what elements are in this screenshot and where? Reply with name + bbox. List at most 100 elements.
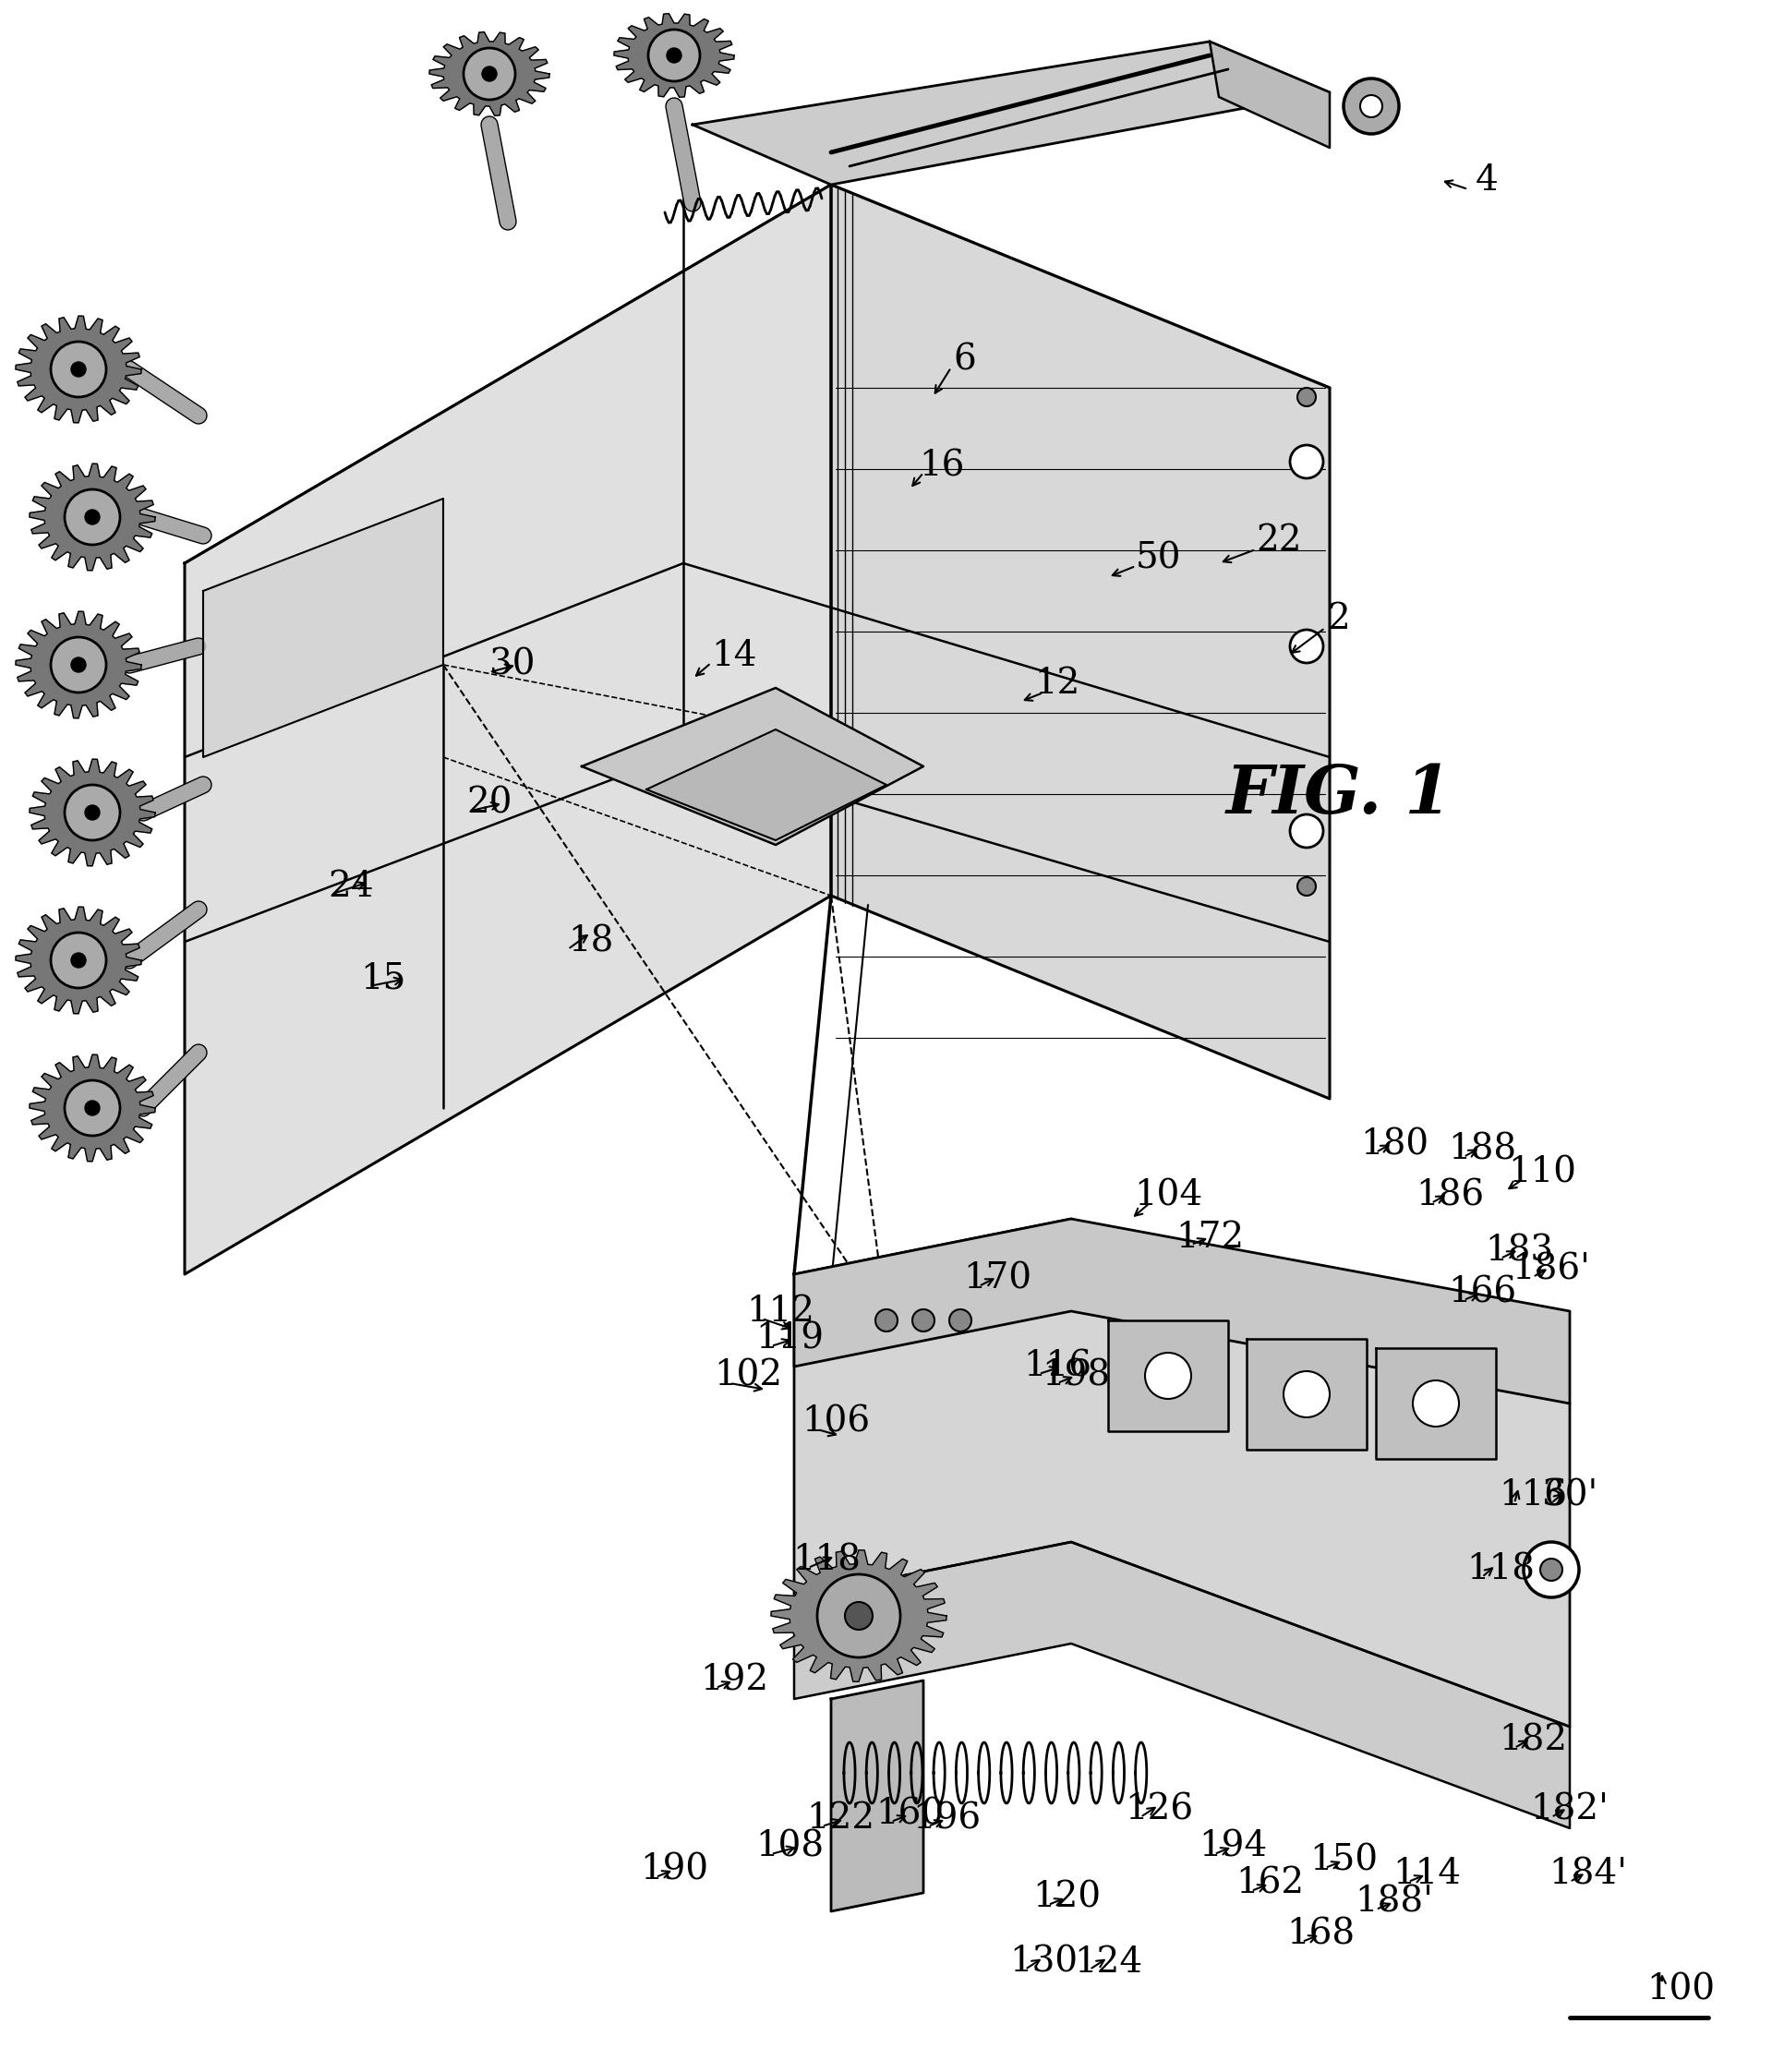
- Polygon shape: [1245, 1339, 1367, 1450]
- Text: 114: 114: [1392, 1857, 1459, 1892]
- Text: FIG. 1: FIG. 1: [1226, 760, 1450, 827]
- Text: 30': 30': [1541, 1479, 1597, 1513]
- Text: 186': 186': [1511, 1254, 1590, 1287]
- Text: 110: 110: [1507, 1156, 1575, 1189]
- Circle shape: [912, 1310, 935, 1332]
- Circle shape: [1144, 1353, 1190, 1399]
- Polygon shape: [1375, 1349, 1495, 1459]
- Text: 182': 182': [1531, 1792, 1607, 1828]
- Text: 126: 126: [1124, 1792, 1192, 1828]
- Polygon shape: [184, 184, 831, 1274]
- Circle shape: [64, 1080, 120, 1135]
- Polygon shape: [16, 908, 141, 1013]
- Text: 120: 120: [1031, 1881, 1101, 1915]
- Text: 150: 150: [1309, 1844, 1377, 1877]
- Polygon shape: [794, 1218, 1568, 1403]
- Polygon shape: [692, 41, 1329, 184]
- Text: 192: 192: [699, 1664, 767, 1697]
- Polygon shape: [1210, 41, 1329, 147]
- Text: 160: 160: [874, 1796, 944, 1832]
- Polygon shape: [614, 15, 733, 97]
- Circle shape: [844, 1602, 872, 1631]
- Circle shape: [1413, 1380, 1458, 1428]
- Text: 4: 4: [1474, 164, 1497, 197]
- Circle shape: [50, 636, 105, 692]
- Text: 100: 100: [1645, 1973, 1714, 2008]
- Text: 116: 116: [1022, 1349, 1090, 1384]
- Text: 2: 2: [1327, 601, 1350, 636]
- Polygon shape: [831, 1680, 922, 1910]
- Polygon shape: [30, 1055, 155, 1162]
- Circle shape: [64, 489, 120, 545]
- Circle shape: [50, 932, 105, 988]
- Polygon shape: [794, 1218, 1568, 1726]
- Text: 20: 20: [466, 785, 512, 821]
- Circle shape: [86, 1100, 100, 1115]
- Text: 198: 198: [1042, 1359, 1110, 1392]
- Circle shape: [71, 363, 86, 377]
- Circle shape: [1524, 1542, 1579, 1598]
- Circle shape: [86, 806, 100, 821]
- Polygon shape: [646, 729, 887, 841]
- Polygon shape: [30, 464, 155, 570]
- Text: 182: 182: [1499, 1724, 1566, 1757]
- Circle shape: [482, 66, 496, 81]
- Text: 118: 118: [1466, 1552, 1534, 1587]
- Text: 188': 188': [1354, 1886, 1433, 1919]
- Text: 22: 22: [1256, 522, 1301, 557]
- Circle shape: [1343, 79, 1399, 135]
- Text: 108: 108: [755, 1830, 822, 1865]
- Text: 16: 16: [919, 450, 963, 483]
- Polygon shape: [16, 611, 141, 719]
- Circle shape: [1297, 387, 1315, 406]
- Text: 180: 180: [1359, 1127, 1427, 1162]
- Polygon shape: [771, 1550, 946, 1682]
- Text: 188: 188: [1447, 1133, 1515, 1167]
- Text: 162: 162: [1235, 1867, 1304, 1900]
- Text: 18: 18: [567, 924, 614, 959]
- Text: 104: 104: [1133, 1179, 1202, 1212]
- Text: 15: 15: [360, 961, 405, 997]
- Text: 183: 183: [1484, 1235, 1552, 1268]
- Circle shape: [1290, 445, 1322, 479]
- Text: 170: 170: [963, 1262, 1031, 1295]
- Circle shape: [1283, 1372, 1329, 1417]
- Text: 14: 14: [710, 638, 756, 673]
- Text: 130: 130: [1008, 1946, 1078, 1979]
- Text: 122: 122: [806, 1803, 874, 1836]
- Polygon shape: [430, 31, 549, 116]
- Circle shape: [949, 1310, 970, 1332]
- Circle shape: [1359, 95, 1381, 118]
- Polygon shape: [1108, 1320, 1227, 1432]
- Circle shape: [874, 1310, 897, 1332]
- Text: 119: 119: [755, 1322, 822, 1355]
- Text: 196: 196: [912, 1803, 979, 1836]
- Circle shape: [817, 1575, 899, 1658]
- Text: 106: 106: [801, 1405, 869, 1440]
- Circle shape: [667, 48, 681, 62]
- Text: 172: 172: [1176, 1220, 1243, 1254]
- Text: 112: 112: [746, 1295, 814, 1328]
- Text: 24: 24: [328, 870, 373, 903]
- Text: 116: 116: [1499, 1479, 1566, 1513]
- Circle shape: [50, 342, 105, 398]
- Circle shape: [71, 953, 86, 968]
- Text: 184': 184': [1549, 1857, 1627, 1892]
- Text: 190: 190: [639, 1852, 708, 1888]
- Circle shape: [86, 510, 100, 524]
- Text: 166: 166: [1447, 1276, 1515, 1310]
- Text: 50: 50: [1135, 541, 1181, 576]
- Polygon shape: [582, 688, 922, 845]
- Circle shape: [1290, 630, 1322, 663]
- Text: 102: 102: [714, 1359, 781, 1392]
- Polygon shape: [16, 315, 141, 423]
- Circle shape: [71, 657, 86, 671]
- Text: 186: 186: [1415, 1179, 1483, 1212]
- Text: 30: 30: [489, 649, 535, 682]
- Circle shape: [1540, 1558, 1561, 1581]
- Text: 124: 124: [1074, 1946, 1142, 1979]
- Polygon shape: [203, 499, 442, 756]
- Circle shape: [1290, 814, 1322, 847]
- Text: 6: 6: [953, 344, 976, 377]
- Text: 118: 118: [792, 1544, 860, 1577]
